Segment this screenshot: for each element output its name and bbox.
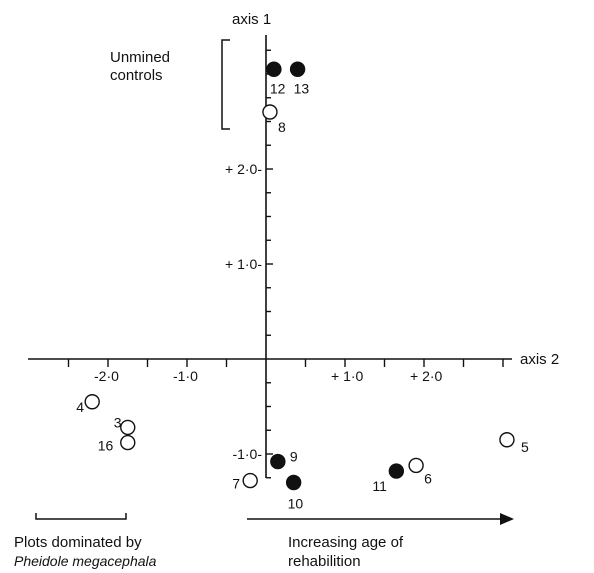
point-label-8: 8: [278, 119, 286, 135]
point-label-16: 16: [98, 438, 114, 454]
point-label-10: 10: [288, 496, 304, 512]
point-label-9: 9: [290, 449, 298, 465]
pheidole-bracket: [35, 513, 127, 520]
tick-labels: -2·0 -1·0 + 1·0 + 2·0 + 2·0- + 1·0- -1·0-: [94, 161, 443, 462]
y-axis-title: axis 1: [232, 11, 271, 28]
open-point-7: [242, 472, 258, 489]
filled-point-11: [388, 463, 405, 479]
pheidole-label-line2: Pheidole megacephala: [14, 553, 157, 569]
unmined-label-line2: controls: [110, 67, 163, 84]
filled-point-9: [270, 453, 286, 470]
open-point-6: [408, 457, 424, 474]
filled-point-12: [266, 61, 282, 77]
x-tick-label: + 2·0: [410, 368, 443, 384]
x-tick-label: + 1·0: [331, 368, 364, 384]
unmined-label-line1: Unmined: [110, 49, 170, 66]
point-label-4: 4: [76, 399, 84, 415]
point-label-3: 3: [114, 414, 122, 430]
filled-point-13: [289, 61, 306, 77]
open-point-8: [262, 104, 278, 120]
point-label-11: 11: [372, 478, 387, 494]
open-point-4: [84, 394, 100, 410]
unmined-controls-bracket: [221, 39, 230, 130]
pheidole-label-line1: Plots dominated by: [14, 534, 142, 551]
point-labels: 8 4 316 7 6 5 12 13 9 10 11: [76, 80, 529, 511]
rehabilitation-arrow-head: [500, 513, 514, 525]
tick-marks: [67, 49, 504, 479]
y-tick-label: + 2·0-: [225, 161, 262, 177]
data-points: [84, 61, 515, 491]
point-label-13: 13: [294, 80, 310, 96]
point-label-12: 12: [270, 80, 286, 96]
open-point-5: [499, 432, 515, 448]
rehabilitation-label-line2: rehabilition: [288, 553, 361, 570]
filled-point-10: [285, 474, 302, 491]
x-tick-label: -2·0: [94, 368, 119, 384]
x-tick-label: -1·0: [173, 368, 198, 384]
point-label-6: 6: [424, 470, 432, 486]
open-point-3: [120, 419, 136, 436]
point-label-5: 5: [521, 439, 529, 455]
y-tick-label: + 1·0-: [225, 256, 262, 272]
rehabilitation-label-line1: Increasing age of: [288, 534, 404, 551]
point-label-7: 7: [232, 476, 240, 492]
y-tick-label: -1·0-: [232, 446, 262, 462]
x-axis-title: axis 2: [520, 351, 559, 368]
open-point-16: [120, 434, 136, 451]
